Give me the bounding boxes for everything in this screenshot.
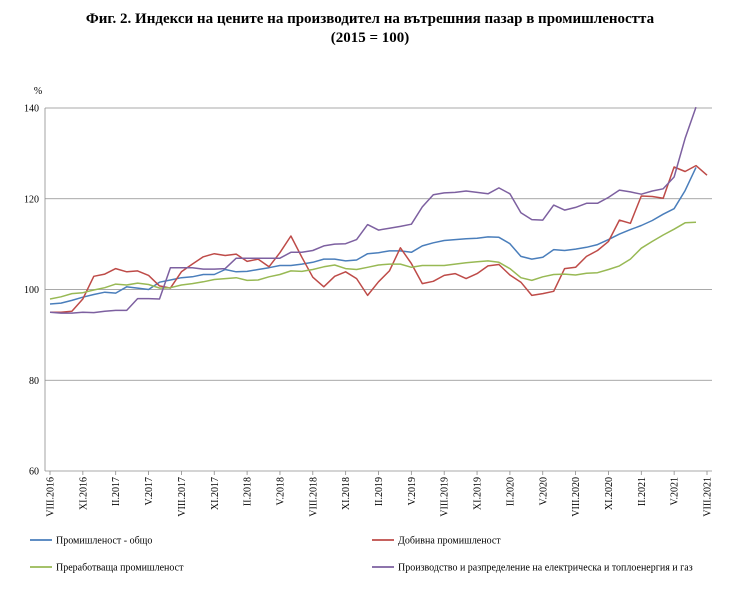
series-line-3: [49, 221, 697, 300]
series-line-4: [49, 106, 697, 314]
legend-label-4: Производство и разпределение на електрич…: [398, 563, 693, 574]
x-tick-label: XI.2017: [210, 477, 221, 510]
x-tick-label: II.2017: [111, 477, 122, 506]
y-tick-labels: 60 80 100 120 140%: [24, 86, 42, 478]
y-tick-label: 60: [29, 467, 39, 478]
x-tick-label: V.2019: [407, 477, 418, 505]
x-tick-label: XI.2020: [604, 477, 615, 510]
y-tick-label: 80: [29, 376, 39, 387]
chart-title-line2: (2015 = 100): [330, 30, 410, 46]
x-tick-label: XI.2018: [341, 477, 352, 510]
x-tick-label: VIII.2018: [308, 477, 319, 517]
legend-label-3: Преработваща промишленост: [56, 563, 184, 574]
x-tick-label: VIII.2021: [703, 477, 714, 517]
x-tick-label: V.2018: [275, 477, 286, 505]
x-tick-label: XI.2019: [473, 477, 484, 510]
x-tick-label: XI.2016: [78, 477, 89, 510]
x-tick-label: VIII.2020: [571, 477, 582, 517]
axes: [44, 108, 712, 475]
series-line-1: [49, 167, 697, 305]
x-tick-label: V.2017: [144, 477, 155, 505]
x-tick-label: V.2020: [538, 477, 549, 505]
legend: Промишленост - общо Добивна промишленост П…: [30, 536, 693, 574]
y-axis-unit-label: %: [34, 86, 42, 97]
y-tick-label: 100: [24, 285, 39, 296]
series-lines: [49, 106, 708, 314]
y-tick-label: 140: [24, 104, 39, 115]
x-tick-labels: VIII.2016 XI.2016 II.2017 V.2017 VIII.2017 XI…: [46, 477, 714, 517]
x-tick-label: II.2019: [374, 477, 385, 506]
x-tick-label: VIII.2016: [46, 477, 57, 517]
legend-label-1: Промишленост - общо: [56, 536, 152, 547]
x-tick-label: VIII.2019: [440, 477, 451, 517]
series-line-2: [50, 164, 708, 313]
x-tick-label: VIII.2017: [177, 477, 188, 517]
chart-title: Фиг. 2. Индекси на цените на производите…: [0, 10, 740, 48]
gridlines: [45, 107, 712, 381]
x-tick-label: II.2020: [505, 477, 516, 506]
legend-label-2: Добивна промишленост: [398, 536, 501, 547]
x-tick-label: V.2021: [670, 477, 681, 505]
y-tick-label: 120: [24, 194, 39, 205]
x-tick-label: II.2018: [243, 477, 254, 506]
chart-title-line1: Фиг. 2. Индекси на цените на производите…: [85, 11, 655, 27]
x-tick-label: II.2021: [637, 477, 648, 506]
